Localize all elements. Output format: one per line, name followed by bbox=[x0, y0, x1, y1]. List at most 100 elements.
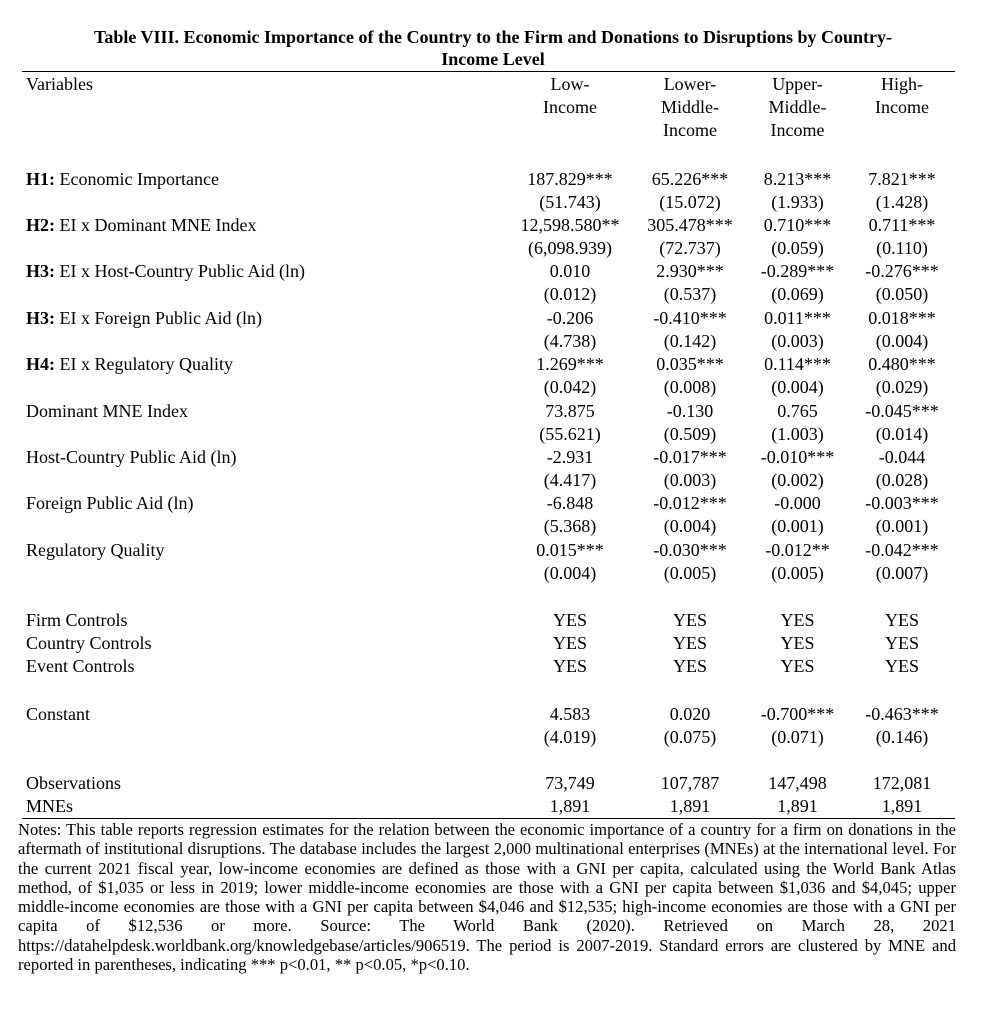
table-cell: YES bbox=[884, 656, 919, 676]
table-cell: YES bbox=[780, 656, 815, 676]
row-label-text: EI x Foreign Public Aid (ln) bbox=[55, 308, 262, 328]
table-title-line-1: Table VIII. Economic Importance of the C… bbox=[93, 27, 893, 47]
table-row: Observations 73,749 107,787 147,498 172,081 bbox=[0, 772, 986, 795]
table-row: H3: EI x Host-Country Public Aid (ln) 0.0… bbox=[0, 260, 986, 283]
row-label: H3: EI x Host-Country Public Aid (ln) bbox=[26, 260, 305, 283]
table-cell: (1.933) bbox=[771, 192, 824, 212]
table-cell: 1,891 bbox=[669, 796, 711, 816]
table-cell: 0.015*** bbox=[536, 540, 604, 560]
table-row: (5.368) (0.004) (0.001) (0.001) bbox=[0, 515, 986, 538]
table-cell: -0.206 bbox=[546, 308, 594, 328]
table-cell: YES bbox=[884, 610, 919, 630]
table-cell: 305.478*** bbox=[647, 215, 733, 235]
table-cell: 0.765 bbox=[777, 401, 818, 421]
top-rule bbox=[22, 71, 955, 72]
table-row: H2: EI x Dominant MNE Index 12,598.580** 3… bbox=[0, 214, 986, 237]
row-label-text: MNEs bbox=[26, 796, 74, 816]
hypothesis-tag: H4: bbox=[26, 354, 55, 374]
table-cell: YES bbox=[780, 610, 815, 630]
table-cell: -0.276*** bbox=[865, 261, 939, 281]
table-cell: (0.042) bbox=[543, 377, 597, 397]
row-label: Regulatory Quality bbox=[26, 539, 164, 562]
row-label-text: Foreign Public Aid (ln) bbox=[26, 493, 194, 513]
table-row: (4.738) (0.142) (0.003) (0.004) bbox=[0, 330, 986, 353]
table-cell: (4.417) bbox=[543, 470, 597, 490]
table-cell: (0.004) bbox=[771, 377, 824, 397]
table-row: Foreign Public Aid (ln) -6.848 -0.012*** -0… bbox=[0, 492, 986, 515]
row-label-text: EI x Dominant MNE Index bbox=[55, 215, 257, 235]
table-cell: (0.537) bbox=[663, 284, 717, 304]
row-label-text: Host-Country Public Aid (ln) bbox=[26, 447, 237, 467]
table-row: (6,098.939) (72.737) (0.059) (0.110) bbox=[0, 237, 986, 260]
table-cell: -0.012** bbox=[765, 540, 830, 560]
table-cell: -0.130 bbox=[666, 401, 714, 421]
table-cell: (0.509) bbox=[663, 424, 717, 444]
column-header-high-income: High- Income bbox=[875, 74, 929, 117]
table-cell: 65.226*** bbox=[651, 169, 729, 189]
row-label-text: EI x Host-Country Public Aid (ln) bbox=[55, 261, 306, 281]
table-cell: (0.001) bbox=[875, 516, 929, 536]
table-cell: -0.017*** bbox=[653, 447, 727, 467]
table-cell: (0.004) bbox=[543, 563, 597, 583]
table-cell: (0.059) bbox=[771, 238, 824, 258]
table-row: H3: EI x Foreign Public Aid (ln) -0.206 -0… bbox=[0, 307, 986, 330]
row-label-text: Dominant MNE Index bbox=[26, 401, 188, 421]
table-cell: (0.004) bbox=[663, 516, 717, 536]
table-cell: 4.583 bbox=[549, 704, 591, 724]
table-cell: (4.738) bbox=[543, 331, 597, 351]
table-row: Country Controls YES YES YES YES bbox=[0, 632, 986, 655]
table-cell: YES bbox=[552, 656, 587, 676]
row-label: Foreign Public Aid (ln) bbox=[26, 492, 194, 515]
table-cell: (0.004) bbox=[875, 331, 929, 351]
variables-header: Variables bbox=[26, 74, 93, 94]
row-label: Firm Controls bbox=[26, 609, 128, 632]
table-row: Host-Country Public Aid (ln) -2.931 -0.017… bbox=[0, 446, 986, 469]
table-cell: 0.711*** bbox=[868, 215, 936, 235]
table-cell: YES bbox=[672, 633, 707, 653]
table-cell: (55.621) bbox=[539, 424, 601, 444]
table-cell: 0.035*** bbox=[656, 354, 724, 374]
table-cell: 0.114*** bbox=[764, 354, 831, 374]
table-cell: 107,787 bbox=[660, 773, 720, 793]
row-label: H3: EI x Foreign Public Aid (ln) bbox=[26, 307, 262, 330]
table-cell: (0.001) bbox=[771, 516, 824, 536]
table-cell: 73.875 bbox=[545, 401, 595, 421]
table-cell: 1,891 bbox=[777, 796, 818, 816]
table-cell: (0.007) bbox=[875, 563, 929, 583]
table-cell: 0.010 bbox=[549, 261, 591, 281]
table-cell: (72.737) bbox=[659, 238, 721, 258]
table-cell: (0.110) bbox=[876, 238, 928, 258]
table-cell: -0.463*** bbox=[865, 704, 939, 724]
row-label-text: Economic Importance bbox=[55, 169, 219, 189]
column-header-lower-middle-income: Lower- Middle- Income bbox=[661, 74, 719, 140]
table-cell: 187.829*** bbox=[527, 169, 613, 189]
table-cell: (0.014) bbox=[875, 424, 929, 444]
table-cell: (0.003) bbox=[771, 331, 824, 351]
table-cell: 12,598.580** bbox=[520, 215, 620, 235]
table-cell: -0.003*** bbox=[865, 493, 939, 513]
table-cell: 8.213*** bbox=[763, 169, 832, 189]
table-cell: -0.045*** bbox=[865, 401, 939, 421]
table-cell: -0.700*** bbox=[760, 704, 835, 724]
table-cell: (0.069) bbox=[771, 284, 824, 304]
table-row: (55.621) (0.509) (1.003) (0.014) bbox=[0, 423, 986, 446]
table-cell: (0.142) bbox=[663, 331, 717, 351]
table-cell: -0.012*** bbox=[653, 493, 727, 513]
hypothesis-tag: H1: bbox=[26, 169, 55, 189]
table-cell: 0.018*** bbox=[868, 308, 936, 328]
table-cell: YES bbox=[672, 656, 707, 676]
table-cell: 172,081 bbox=[872, 773, 932, 793]
table-cell: (0.146) bbox=[875, 727, 929, 747]
row-label-text: Regulatory Quality bbox=[26, 540, 165, 560]
table-cell: YES bbox=[672, 610, 707, 630]
table-cell: -0.000 bbox=[774, 493, 821, 513]
table-cell: (4.019) bbox=[543, 727, 597, 747]
row-label: Host-Country Public Aid (ln) bbox=[26, 446, 237, 469]
table-cell: -0.010*** bbox=[760, 447, 835, 467]
row-label: H2: EI x Dominant MNE Index bbox=[26, 214, 256, 237]
table-notes: Notes: This table reports regression est… bbox=[18, 820, 956, 975]
row-label: Country Controls bbox=[26, 632, 152, 655]
table-cell: (5.368) bbox=[543, 516, 597, 536]
table-row: (0.042) (0.008) (0.004) (0.029) bbox=[0, 376, 986, 399]
row-label: H1: Economic Importance bbox=[26, 168, 219, 191]
